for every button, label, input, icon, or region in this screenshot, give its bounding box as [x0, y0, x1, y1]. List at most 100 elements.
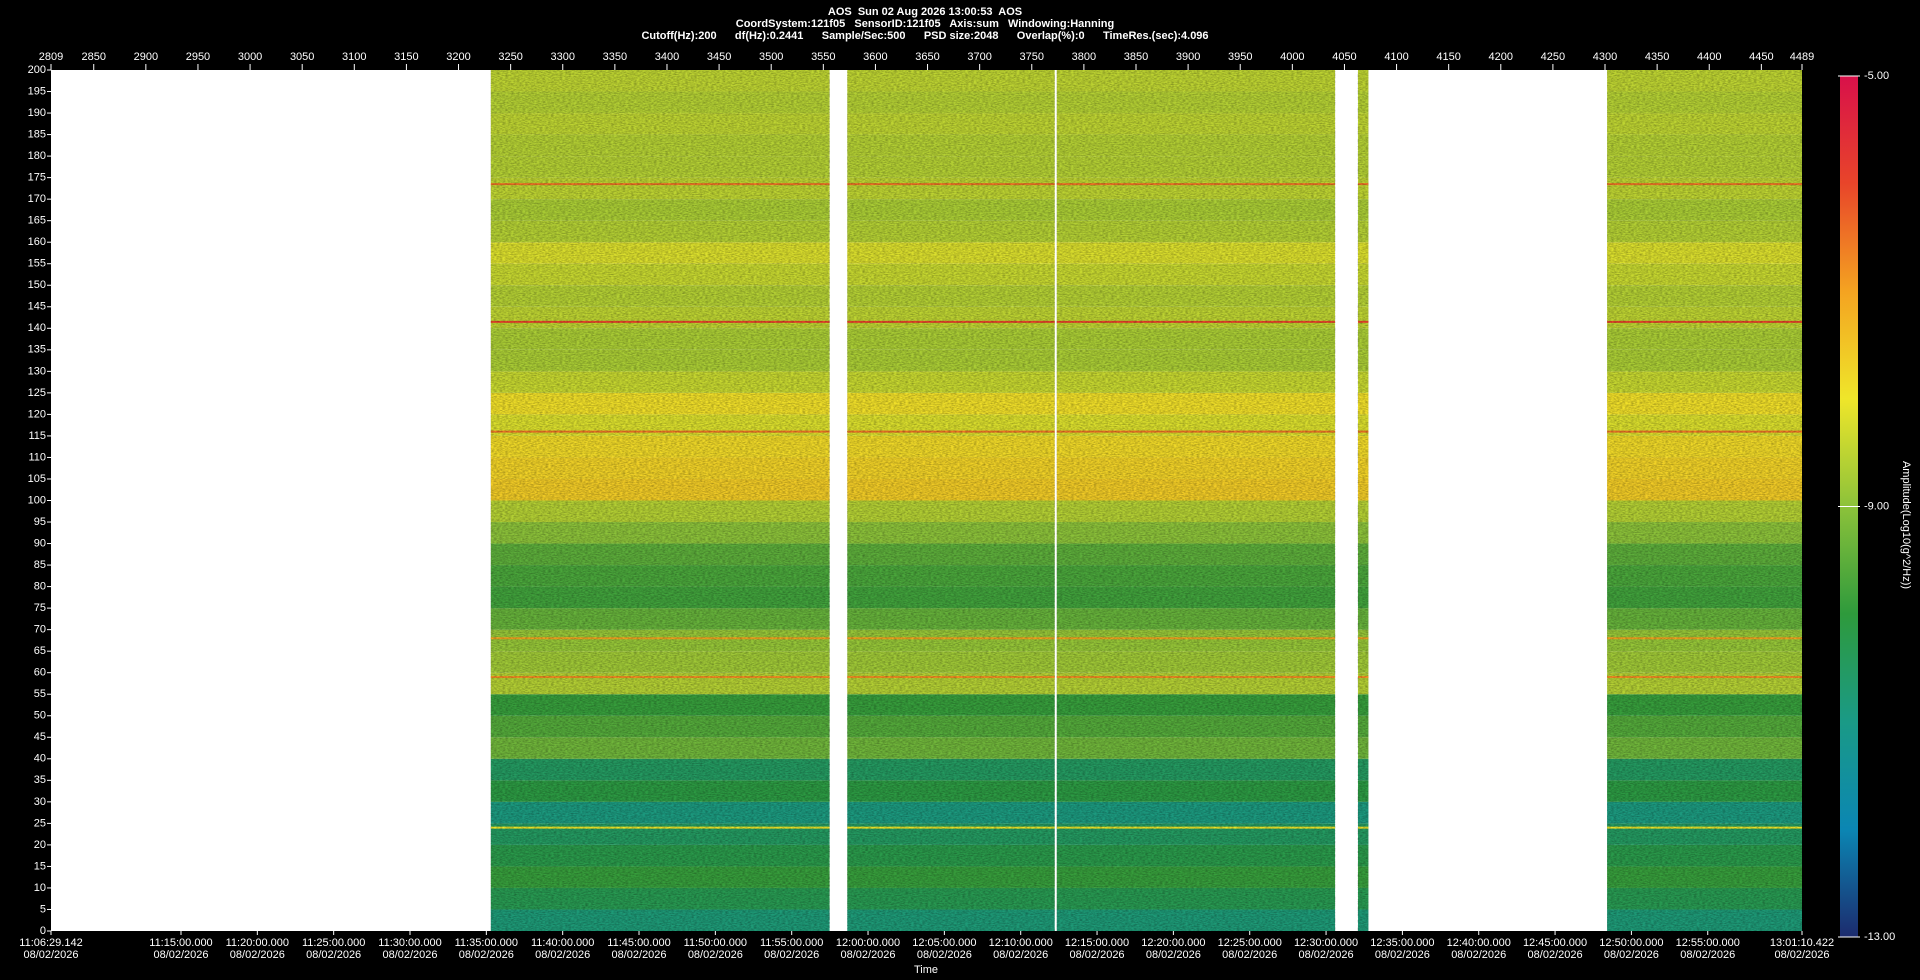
time-tick-label: 12:30:00.000: [1294, 937, 1358, 949]
y-tick-label: 115: [28, 430, 46, 442]
y-tick-label: 120: [28, 408, 46, 420]
y-tick-label: 185: [28, 128, 46, 140]
time-tick-label: 11:50:00.000: [684, 937, 747, 949]
y-tick-label: 10: [34, 882, 46, 894]
y-tick-label: 70: [34, 624, 46, 636]
time-tick-label: 13:01:10.422: [1770, 937, 1834, 949]
y-tick-label: 55: [34, 688, 46, 700]
date-tick-label: 08/02/2026: [917, 949, 972, 961]
time-tick-label: 12:50:00.000: [1599, 937, 1663, 949]
date-tick-label: 08/02/2026: [993, 949, 1048, 961]
time-tick-label: 12:00:00.000: [836, 937, 900, 949]
top-tick-label: 2950: [186, 51, 210, 63]
y-tick-label: 165: [28, 215, 46, 227]
y-tick-label: 15: [34, 860, 46, 872]
top-tick-label: 3600: [863, 51, 887, 63]
y-tick-label: 0: [40, 925, 46, 937]
top-tick-label: 4000: [1280, 51, 1304, 63]
top-tick-label: 3550: [811, 51, 835, 63]
date-tick-label: 08/02/2026: [23, 949, 78, 961]
colorbar-tick-label: -13.00: [1864, 931, 1895, 943]
top-tick-label: 4489: [1790, 51, 1814, 63]
y-tick-label: 60: [34, 667, 46, 679]
date-tick-label: 08/02/2026: [230, 949, 285, 961]
time-tick-label: 11:06:29.142: [19, 937, 82, 949]
date-tick-label: 08/02/2026: [153, 949, 208, 961]
time-tick-label: 12:20:00.000: [1141, 937, 1205, 949]
date-tick-label: 08/02/2026: [1070, 949, 1125, 961]
y-tick-label: 100: [28, 494, 46, 506]
date-tick-label: 08/02/2026: [1451, 949, 1506, 961]
time-tick-label: 12:45:00.000: [1523, 937, 1587, 949]
y-tick-label: 180: [28, 150, 46, 162]
colorbar-tick-label: -9.00: [1864, 500, 1889, 512]
date-tick-label: 08/02/2026: [840, 949, 895, 961]
colorbar-label: Amplitude(Log10(g^2/Hz)): [1900, 461, 1912, 589]
y-tick-label: 30: [34, 796, 46, 808]
time-tick-label: 12:40:00.000: [1447, 937, 1511, 949]
y-tick-label: 125: [28, 387, 46, 399]
top-tick-label: 4350: [1645, 51, 1669, 63]
y-tick-label: 195: [28, 85, 46, 97]
date-tick-label: 08/02/2026: [306, 949, 361, 961]
date-tick-label: 08/02/2026: [1604, 949, 1659, 961]
time-tick-label: 11:35:00.000: [455, 937, 518, 949]
top-tick-label: 2900: [134, 51, 158, 63]
y-tick-label: 45: [34, 731, 46, 743]
y-tick-label: 145: [28, 301, 46, 313]
texture: [1056, 70, 1336, 931]
date-tick-label: 08/02/2026: [1774, 949, 1829, 961]
time-tick-label: 11:20:00.000: [226, 937, 289, 949]
y-tick-label: 40: [34, 753, 46, 765]
texture: [1357, 70, 1369, 931]
top-tick-label: 3000: [238, 51, 262, 63]
texture: [1607, 70, 1802, 931]
date-tick-label: 08/02/2026: [1528, 949, 1583, 961]
y-tick-label: 75: [34, 602, 46, 614]
date-tick-label: 08/02/2026: [1299, 949, 1354, 961]
y-tick-label: 110: [28, 451, 46, 463]
header-line: CoordSystem:121f05 SensorID:121f05 Axis:…: [736, 18, 1114, 30]
y-tick-label: 200: [28, 64, 46, 76]
header-line: AOS Sun 02 Aug 2026 13:00:53 AOS: [828, 6, 1022, 18]
top-tick-label: 3900: [1176, 51, 1200, 63]
top-tick-label: 3200: [446, 51, 470, 63]
top-tick-label: 3300: [551, 51, 575, 63]
header-line: Cutoff(Hz):200 df(Hz):0.2441 Sample/Sec:…: [641, 30, 1208, 42]
date-tick-label: 08/02/2026: [459, 949, 514, 961]
y-tick-label: 20: [34, 839, 46, 851]
y-tick-label: 95: [34, 516, 46, 528]
date-tick-label: 08/02/2026: [1222, 949, 1277, 961]
top-tick-label: 3050: [290, 51, 314, 63]
time-tick-label: 11:40:00.000: [531, 937, 594, 949]
y-tick-label: 35: [34, 774, 46, 786]
y-tick-label: 170: [28, 193, 46, 205]
top-tick-label: 3450: [707, 51, 731, 63]
time-tick-label: 11:25:00.000: [302, 937, 365, 949]
top-tick-label: 3100: [342, 51, 366, 63]
y-tick-label: 135: [28, 344, 46, 356]
date-tick-label: 08/02/2026: [1146, 949, 1201, 961]
top-tick-label: 4200: [1489, 51, 1513, 63]
top-tick-label: 3250: [498, 51, 522, 63]
time-tick-label: 11:30:00.000: [378, 937, 441, 949]
y-tick-label: 155: [28, 258, 46, 270]
colorbar-tick-label: -5.00: [1864, 70, 1889, 82]
y-tick-label: 25: [34, 817, 46, 829]
y-tick-label: 50: [34, 710, 46, 722]
time-tick-label: 12:15:00.000: [1065, 937, 1129, 949]
date-tick-label: 08/02/2026: [611, 949, 666, 961]
time-tick-label: 12:10:00.000: [989, 937, 1053, 949]
top-tick-label: 2850: [81, 51, 105, 63]
time-tick-label: 11:45:00.000: [607, 937, 670, 949]
top-tick-label: 4150: [1436, 51, 1460, 63]
y-tick-label: 150: [28, 279, 46, 291]
texture: [847, 70, 1055, 931]
top-tick-label: 4250: [1541, 51, 1565, 63]
y-tick-label: 140: [28, 322, 46, 334]
y-tick-label: 160: [28, 236, 46, 248]
y-tick-label: 130: [28, 365, 46, 377]
texture: [490, 70, 830, 931]
date-tick-label: 08/02/2026: [535, 949, 590, 961]
